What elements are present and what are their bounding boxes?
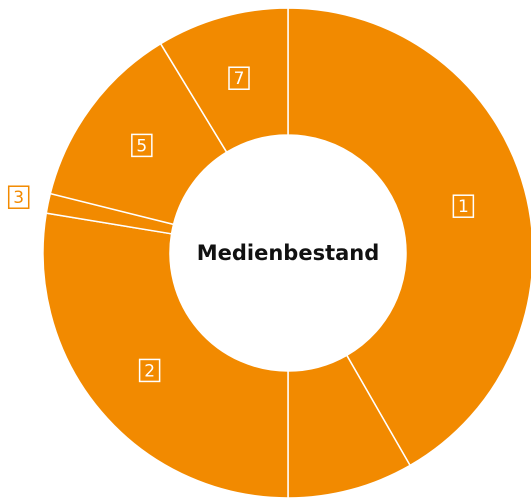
donut-segment (287, 7, 531, 467)
label-box (131, 133, 153, 158)
segment-label: 1 (458, 197, 469, 217)
segment-label: 2 (144, 361, 155, 381)
segment-label: 3 (13, 188, 24, 208)
label-box (228, 66, 250, 90)
chart-title: Medienbestand (197, 241, 380, 265)
label-box (7, 185, 30, 209)
label-box (138, 358, 161, 383)
segment-label: 5 (136, 136, 147, 156)
segment-label: 7 (234, 69, 245, 89)
donut-segment (42, 212, 289, 499)
donut-segment (159, 7, 289, 154)
label-box (452, 194, 475, 218)
